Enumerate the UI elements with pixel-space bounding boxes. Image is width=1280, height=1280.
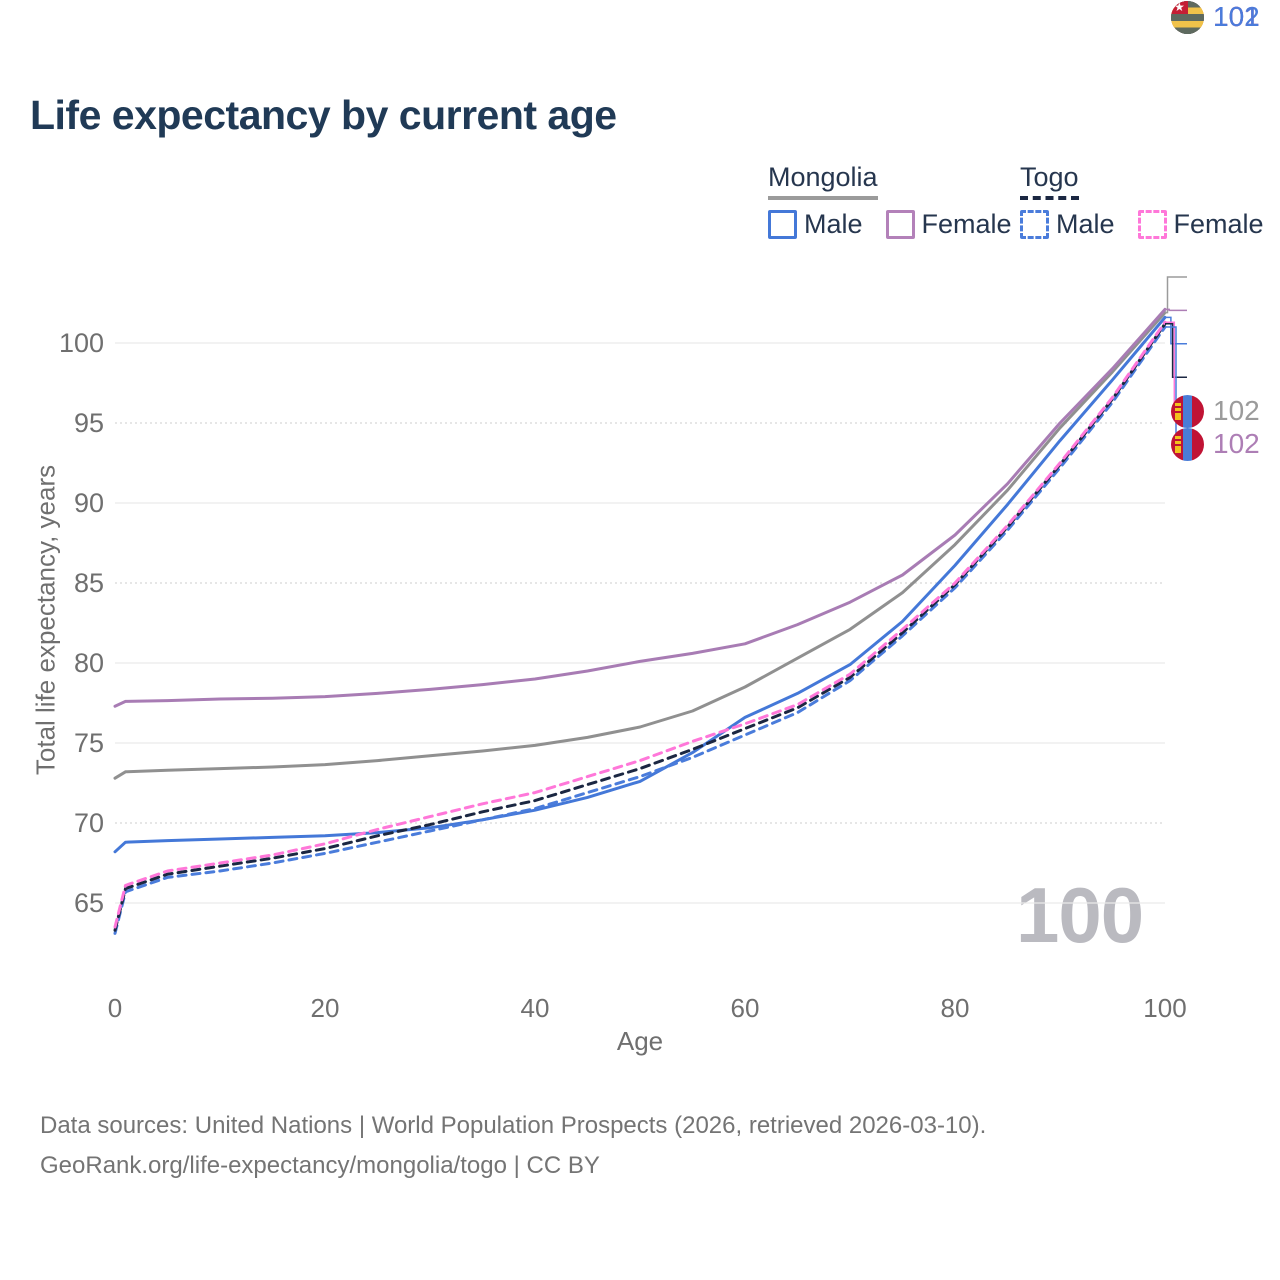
y-tick-label-85: 85 xyxy=(74,568,104,598)
legend-group-mongolia: Mongolia Male Female xyxy=(768,162,1012,240)
legend-item-mongolia-male[interactable]: Male xyxy=(768,209,863,240)
end-label-value: 102 xyxy=(1213,428,1260,459)
legend-item-label: Male xyxy=(804,209,863,239)
y-tick-label-95: 95 xyxy=(74,408,104,438)
end-label-mongolia-female: 102 xyxy=(1171,427,1260,461)
y-tick-label-90: 90 xyxy=(74,488,104,518)
legend-item-togo-female[interactable]: Female xyxy=(1137,209,1264,240)
series-line-togo-female xyxy=(113,320,1167,929)
footer-line-1: Data sources: United Nations | World Pop… xyxy=(40,1112,987,1139)
legend-item-togo-male[interactable]: Male xyxy=(1020,209,1115,240)
x-tick-label-20: 20 xyxy=(311,993,340,1023)
y-axis-title: Total life expectancy, years xyxy=(30,464,61,776)
legend-item-label: Male xyxy=(1056,209,1115,239)
legend-country-togo[interactable]: Togo xyxy=(1020,162,1079,200)
end-label-mongolia-both: 102 xyxy=(1171,394,1260,428)
page-title: Life expectancy by current age xyxy=(30,92,617,138)
end-label-value: 102 xyxy=(1213,395,1260,426)
end-label-value: 102 xyxy=(1213,1,1260,32)
mongolia-male-swatch-icon xyxy=(768,210,797,239)
legend-item-label: Female xyxy=(1173,209,1264,239)
x-tick-label-40: 40 xyxy=(521,993,550,1023)
legend-item-label: Female xyxy=(921,209,1012,239)
x-tick-label-0: 0 xyxy=(108,993,122,1023)
x-tick-label-60: 60 xyxy=(731,993,760,1023)
series-line-mongolia-both xyxy=(113,311,1167,780)
connector-mongolia-female xyxy=(1165,308,1187,312)
togo-flag-icon xyxy=(1171,0,1204,34)
y-tick-label-70: 70 xyxy=(74,808,104,838)
end-label-togo-male: 101 xyxy=(1171,0,1260,34)
x-axis-title: Age xyxy=(616,1026,664,1056)
y-tick-label-80: 80 xyxy=(74,648,104,678)
end-label-value: 101 xyxy=(1213,1,1260,32)
togo-female-swatch-icon xyxy=(1137,210,1167,239)
mongolia-female-swatch-icon xyxy=(885,210,915,239)
x-tick-label-80: 80 xyxy=(941,993,970,1023)
end-label-value: 101 xyxy=(1213,1,1260,32)
series-line-togo-male xyxy=(113,325,1167,935)
legend-country-mongolia[interactable]: Mongolia xyxy=(768,162,878,200)
connector-mongolia-both xyxy=(1165,276,1187,314)
footer-line-2: GeoRank.org/life-expectancy/mongolia/tog… xyxy=(40,1152,600,1179)
footer: Data sources: United Nations | World Pop… xyxy=(40,1106,986,1186)
mongolia-flag-icon xyxy=(1171,394,1204,428)
legend: Mongolia Male Female Togo Male xyxy=(0,162,1280,242)
togo-male-swatch-icon xyxy=(1020,210,1049,239)
legend-items-mongolia: Male Female xyxy=(768,209,1012,240)
connector-mongolia-male xyxy=(1165,316,1187,345)
mongolia-flag-icon xyxy=(1171,427,1204,461)
legend-items-togo: Male Female xyxy=(1020,209,1264,240)
legend-item-mongolia-female[interactable]: Female xyxy=(885,209,1012,240)
series-line-mongolia-female xyxy=(113,307,1167,708)
x-tick-label-100: 100 xyxy=(1143,993,1186,1023)
series-line-mongolia-male xyxy=(113,315,1167,854)
y-tick-label-65: 65 xyxy=(74,888,104,918)
y-tick-label-100: 100 xyxy=(59,328,104,358)
legend-group-togo: Togo Male Female xyxy=(1020,162,1264,240)
connector-togo-both xyxy=(1165,323,1187,378)
y-tick-label-75: 75 xyxy=(74,728,104,758)
age-counter-watermark: 100 xyxy=(1016,871,1144,959)
end-label-value: 101 xyxy=(1213,1,1260,32)
series-line-togo-both xyxy=(113,322,1167,932)
